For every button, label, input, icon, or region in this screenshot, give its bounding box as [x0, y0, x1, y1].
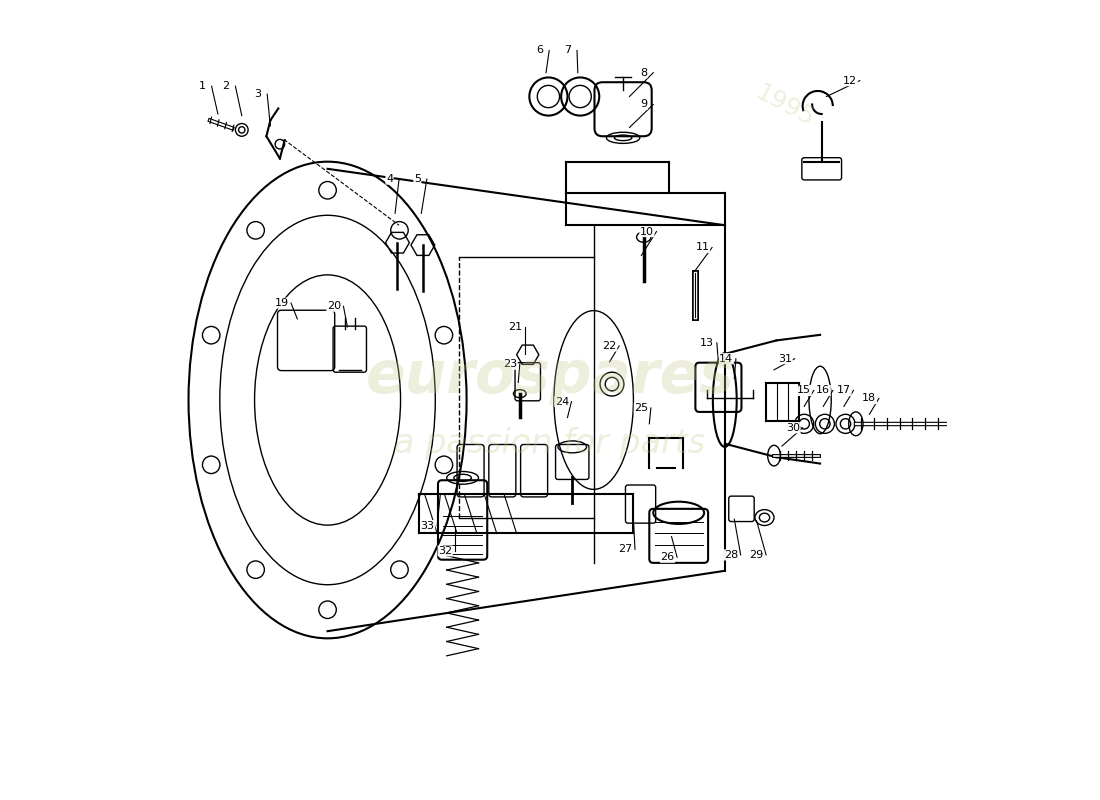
Text: 1: 1	[198, 81, 206, 91]
Text: 25: 25	[635, 403, 648, 413]
Text: 10: 10	[640, 226, 653, 237]
Text: eurospares: eurospares	[365, 348, 735, 405]
Text: 17: 17	[837, 386, 851, 395]
Text: 15: 15	[798, 386, 811, 395]
Text: 22: 22	[603, 341, 617, 351]
Text: 28: 28	[724, 550, 738, 560]
Text: 12: 12	[844, 76, 857, 86]
Text: 7: 7	[564, 46, 571, 55]
Text: 2: 2	[222, 81, 230, 91]
Text: 29: 29	[749, 550, 763, 560]
Text: 16: 16	[816, 386, 831, 395]
Text: 32: 32	[438, 546, 452, 556]
Text: 3: 3	[254, 89, 261, 99]
Text: 21: 21	[508, 322, 522, 332]
Text: 18: 18	[862, 394, 877, 403]
Text: 8: 8	[640, 68, 647, 78]
Text: 5: 5	[414, 174, 421, 184]
Text: 23: 23	[503, 359, 517, 370]
Text: 14: 14	[719, 354, 734, 364]
Text: 4: 4	[386, 174, 393, 184]
Text: 20: 20	[327, 302, 341, 311]
Text: 30: 30	[786, 423, 800, 433]
Text: 19: 19	[274, 298, 288, 308]
Text: 31: 31	[778, 354, 792, 364]
Text: 9: 9	[640, 99, 647, 110]
Text: 24: 24	[554, 397, 569, 406]
Text: a passion for parts: a passion for parts	[395, 427, 705, 460]
Text: 27: 27	[618, 544, 632, 554]
Text: 1995: 1995	[750, 81, 818, 131]
Text: 33: 33	[420, 521, 434, 530]
Text: 6: 6	[536, 46, 543, 55]
Text: 13: 13	[701, 338, 714, 348]
Text: 11: 11	[695, 242, 710, 253]
Text: 26: 26	[660, 552, 674, 562]
